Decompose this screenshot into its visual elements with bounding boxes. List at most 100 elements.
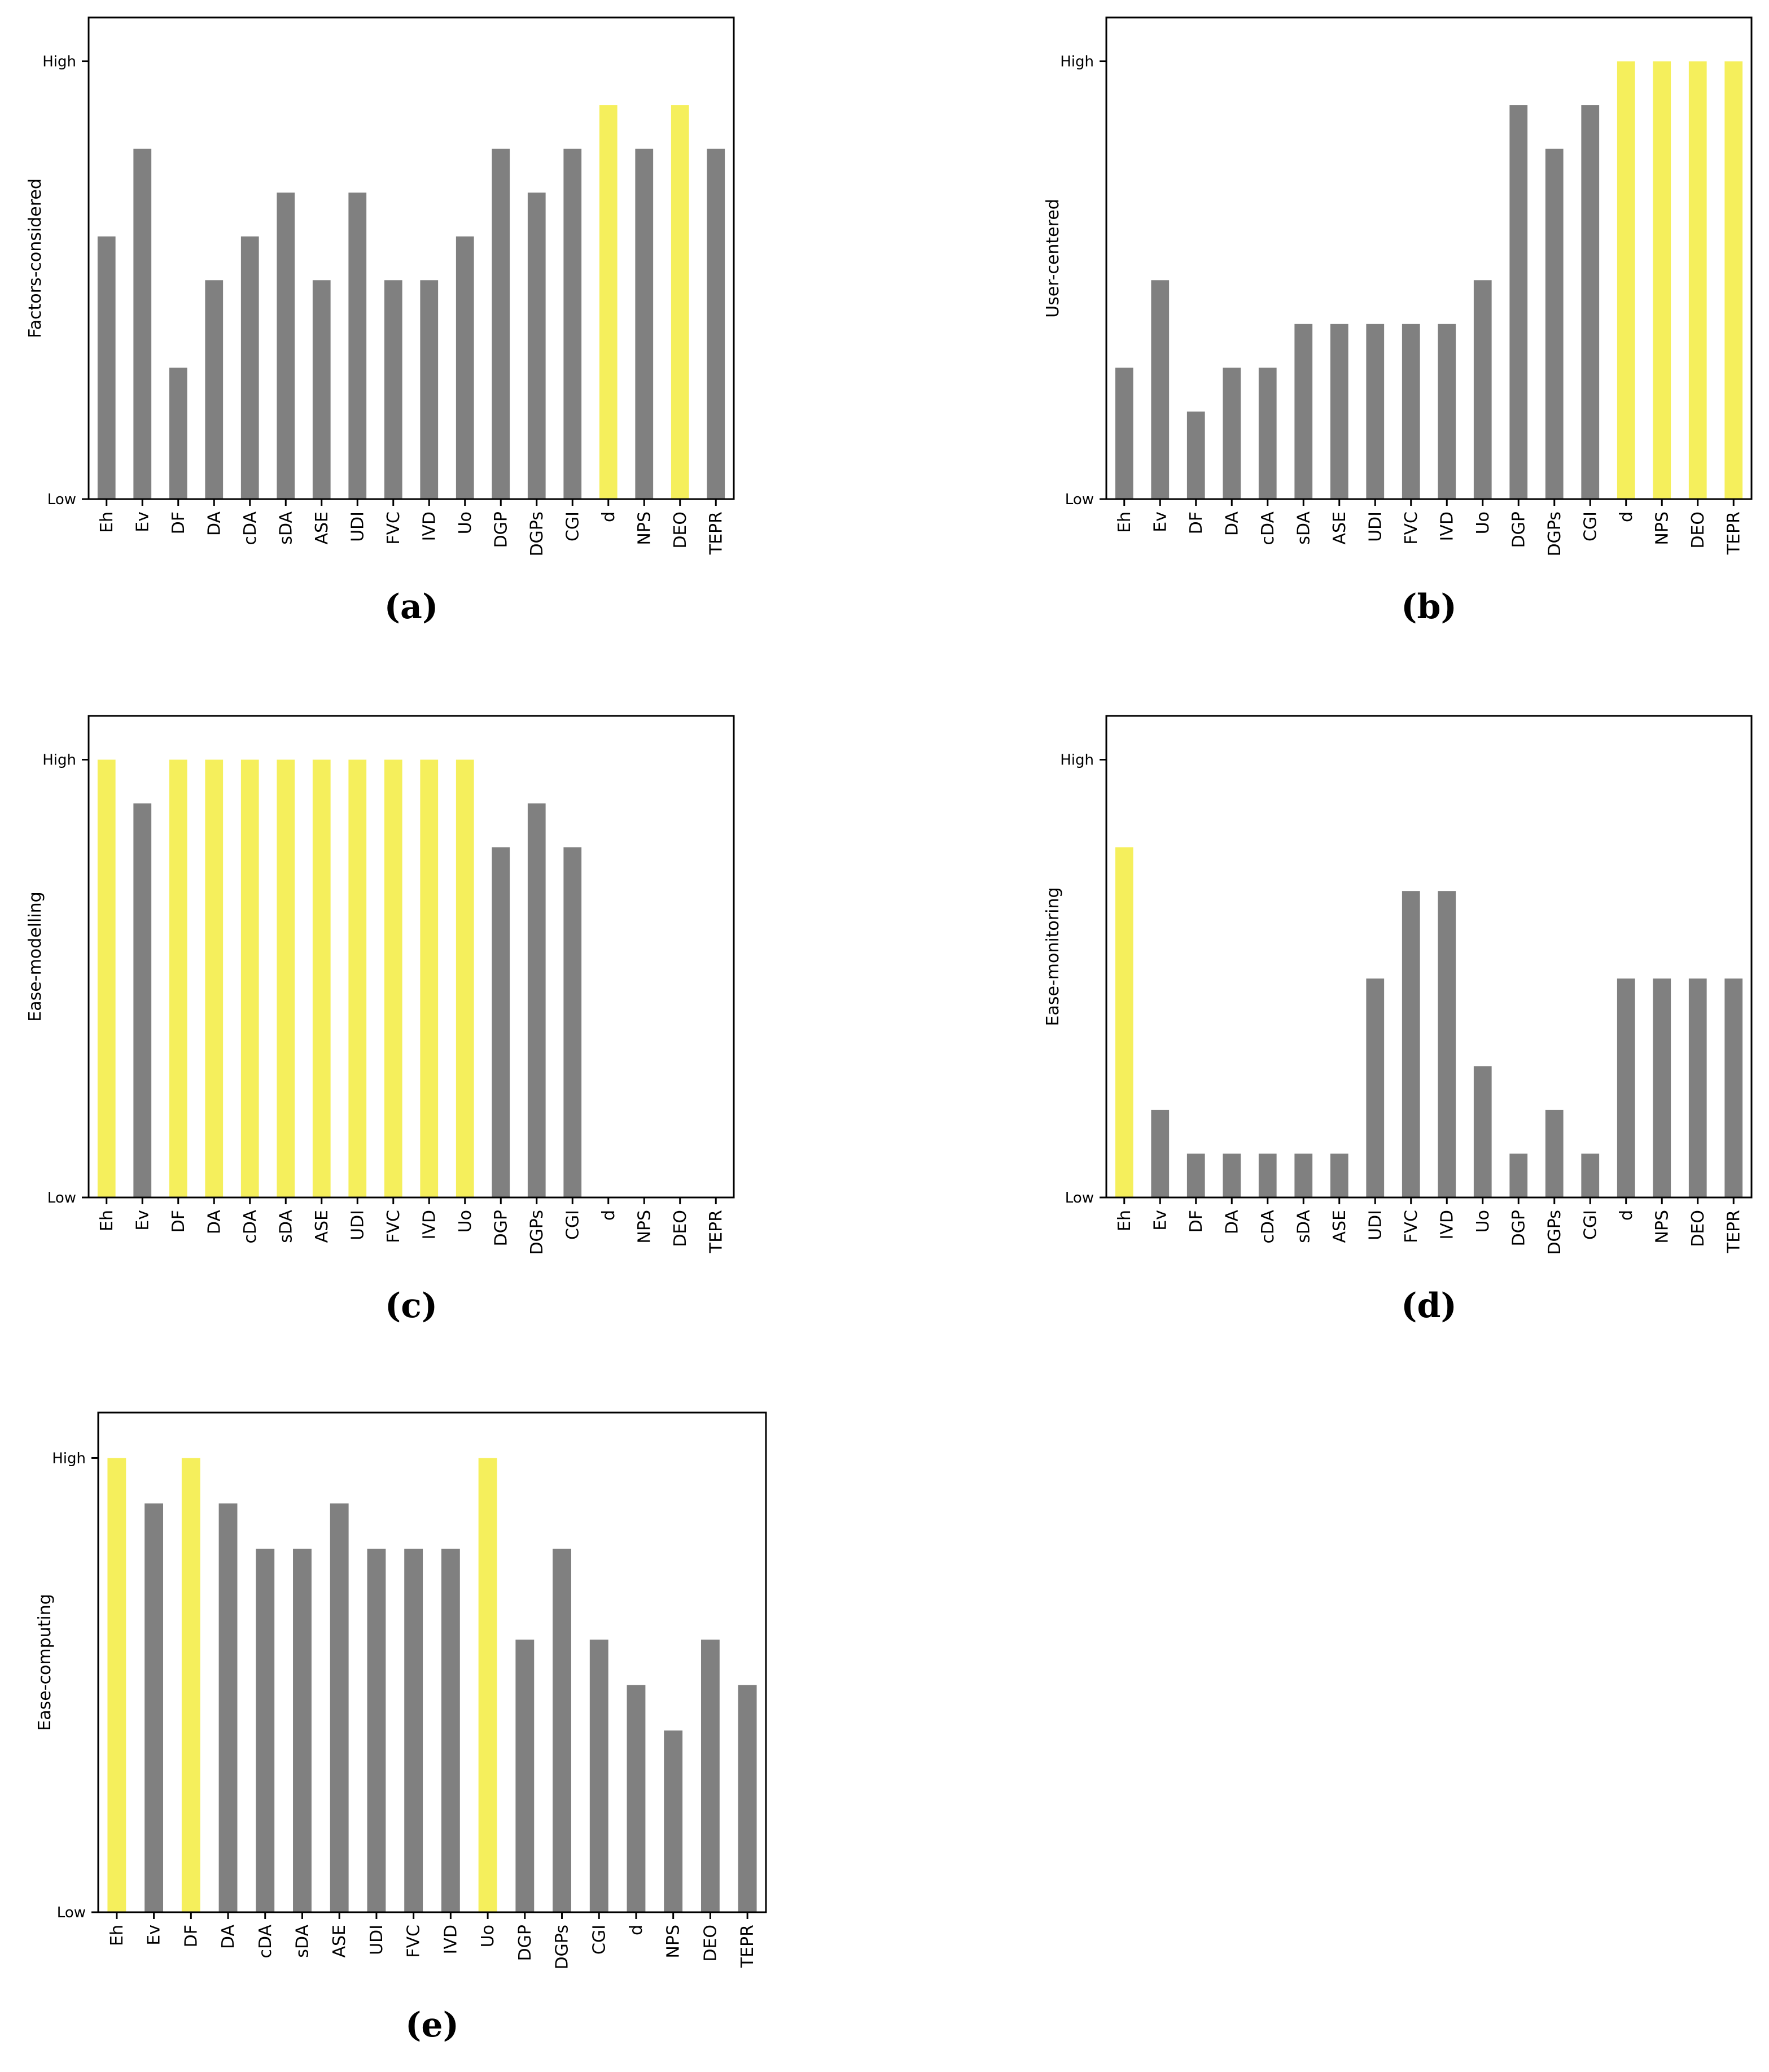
x-tick-label-Eh: Eh [107,1925,127,1946]
x-tick-label-DGPs: DGPs [527,512,547,557]
bar-d [627,1685,646,1912]
bar-IVD [420,280,439,499]
x-tick-label-FVC: FVC [1402,1210,1421,1243]
bar-FVC [404,1549,423,1912]
x-tick-label-Ev: Ev [133,1210,152,1231]
x-tick-label-ASE: ASE [1330,1210,1350,1243]
x-tick-label-UDI: UDI [1365,1210,1385,1240]
x-tick-label-TEPR: TEPR [1724,512,1744,555]
x-tick-label-d: d [599,512,619,522]
bar-NPS [1653,978,1671,1197]
x-tick-label-Uo: Uo [478,1925,498,1947]
x-tick-label-DGPs: DGPs [553,1925,572,1970]
x-tick-label-DGPs: DGPs [1545,512,1565,557]
y-tick-label-high: High [42,752,76,769]
x-tick-label-TEPR: TEPR [706,512,726,555]
x-tick-label-d: d [1617,512,1636,522]
bar-ASE [1330,1153,1348,1197]
x-tick-label-DGP: DGP [1509,1210,1529,1246]
x-tick-label-DEO: DEO [671,512,690,549]
x-tick-label-d: d [627,1925,646,1935]
x-tick-label-sDA: sDA [1294,512,1313,545]
bar-UDI [1366,978,1385,1197]
panel-caption: (b) [1401,587,1457,627]
x-tick-label-CGI: CGI [1580,512,1600,541]
x-tick-label-DF: DF [1186,1210,1206,1232]
x-tick-label-cDA: cDA [256,1925,275,1959]
bar-CGI [563,847,582,1197]
x-tick-label-DF: DF [1186,512,1206,534]
x-tick-label-IVD: IVD [419,512,439,541]
x-tick-label-d: d [1617,1210,1636,1221]
bar-sDA [277,759,295,1197]
x-tick-label-ASE: ASE [312,1210,332,1243]
x-tick-label-NPS: NPS [634,512,654,545]
bar-DF [169,368,187,499]
y-tick-label-low: Low [57,1904,86,1921]
y-axis-label: Ease-modelling [25,891,45,1021]
x-tick-label-sDA: sDA [292,1925,312,1958]
x-tick-label-Ev: Ev [133,512,152,532]
x-tick-label-ASE: ASE [312,512,332,545]
bar-Uo [478,1458,497,1912]
chart-panel-2: Low High Eh Ev DF DA cDA sDA ASE UDI FVC IVD Uo DGP DG… [1043,16,1753,627]
x-tick-label-Ev: Ev [1150,1210,1170,1231]
bar-UDI [348,193,367,499]
x-tick-label-ASE: ASE [1330,512,1350,545]
chart-panel-5: Low High Eh Ev DF DA cDA sDA ASE UDI FVC IVD Uo DGP DG… [35,1411,767,2045]
x-tick-label-NPS: NPS [1652,1210,1672,1244]
bar-ASE [330,1503,349,1912]
bar-IVD [1438,324,1456,499]
x-tick-label-DEO: DEO [1688,1210,1708,1247]
bar-NPS [664,1730,683,1912]
x-tick-label-DA: DA [218,1925,238,1949]
x-tick-label-FVC: FVC [1402,512,1421,545]
bar-TEPR [707,148,725,499]
y-tick-label-high: High [42,54,76,71]
x-tick-label-DGPs: DGPs [527,1210,547,1255]
bar-Ev [133,148,152,499]
x-tick-label-CGI: CGI [1580,1210,1600,1240]
bar-d [599,105,618,500]
plot-frame [1105,16,1753,500]
x-tick-label-cDA: cDA [1258,512,1278,545]
x-tick-label-FVC: FVC [384,512,404,545]
x-tick-label-CGI: CGI [589,1925,609,1955]
x-tick-label-Ev: Ev [145,1925,164,1946]
plot-frame [87,16,735,500]
x-tick-label-sDA: sDA [276,512,296,545]
bar-DEO [1688,61,1707,500]
bar-FVC [1402,324,1420,499]
x-tick-label-DF: DF [181,1925,201,1947]
bar-DGPs [1545,148,1564,499]
panel-caption: (c) [385,1286,437,1326]
x-tick-label-DEO: DEO [671,1210,690,1247]
x-tick-label-Eh: Eh [97,1210,117,1231]
x-tick-label-cDA: cDA [1258,1210,1278,1244]
x-tick-label-Ev: Ev [1150,512,1170,532]
x-tick-label-sDA: sDA [1294,1210,1313,1243]
x-tick-label-CGI: CGI [563,512,583,541]
y-axis-label: Factors-considered [25,178,45,338]
x-tick-label-TEPR: TEPR [1724,1210,1744,1253]
chart-panel-1: Low High Eh Ev DF DA cDA sDA ASE UDI FVC IVD Uo DGP DG… [25,16,735,627]
bar-d [1617,978,1635,1197]
x-tick-label-TEPR: TEPR [738,1925,757,1968]
x-tick-label-DF: DF [169,512,189,534]
bar-DF [169,759,187,1197]
panel-caption: (a) [384,587,439,627]
bar-DF [1186,411,1205,499]
x-tick-label-Uo: Uo [1473,1210,1493,1232]
x-tick-label-ASE: ASE [330,1925,349,1958]
bar-DGP [492,847,510,1197]
bar-UDI [367,1549,386,1912]
bar-DGP [492,148,510,499]
x-tick-label-cDA: cDA [240,1210,260,1244]
bar-NPS [635,148,654,499]
bar-TEPR [1724,61,1743,500]
bar-cDA [1258,368,1277,499]
bar-d [1617,61,1635,500]
x-tick-label-Eh: Eh [1115,512,1135,533]
plot-frame [1105,715,1753,1199]
